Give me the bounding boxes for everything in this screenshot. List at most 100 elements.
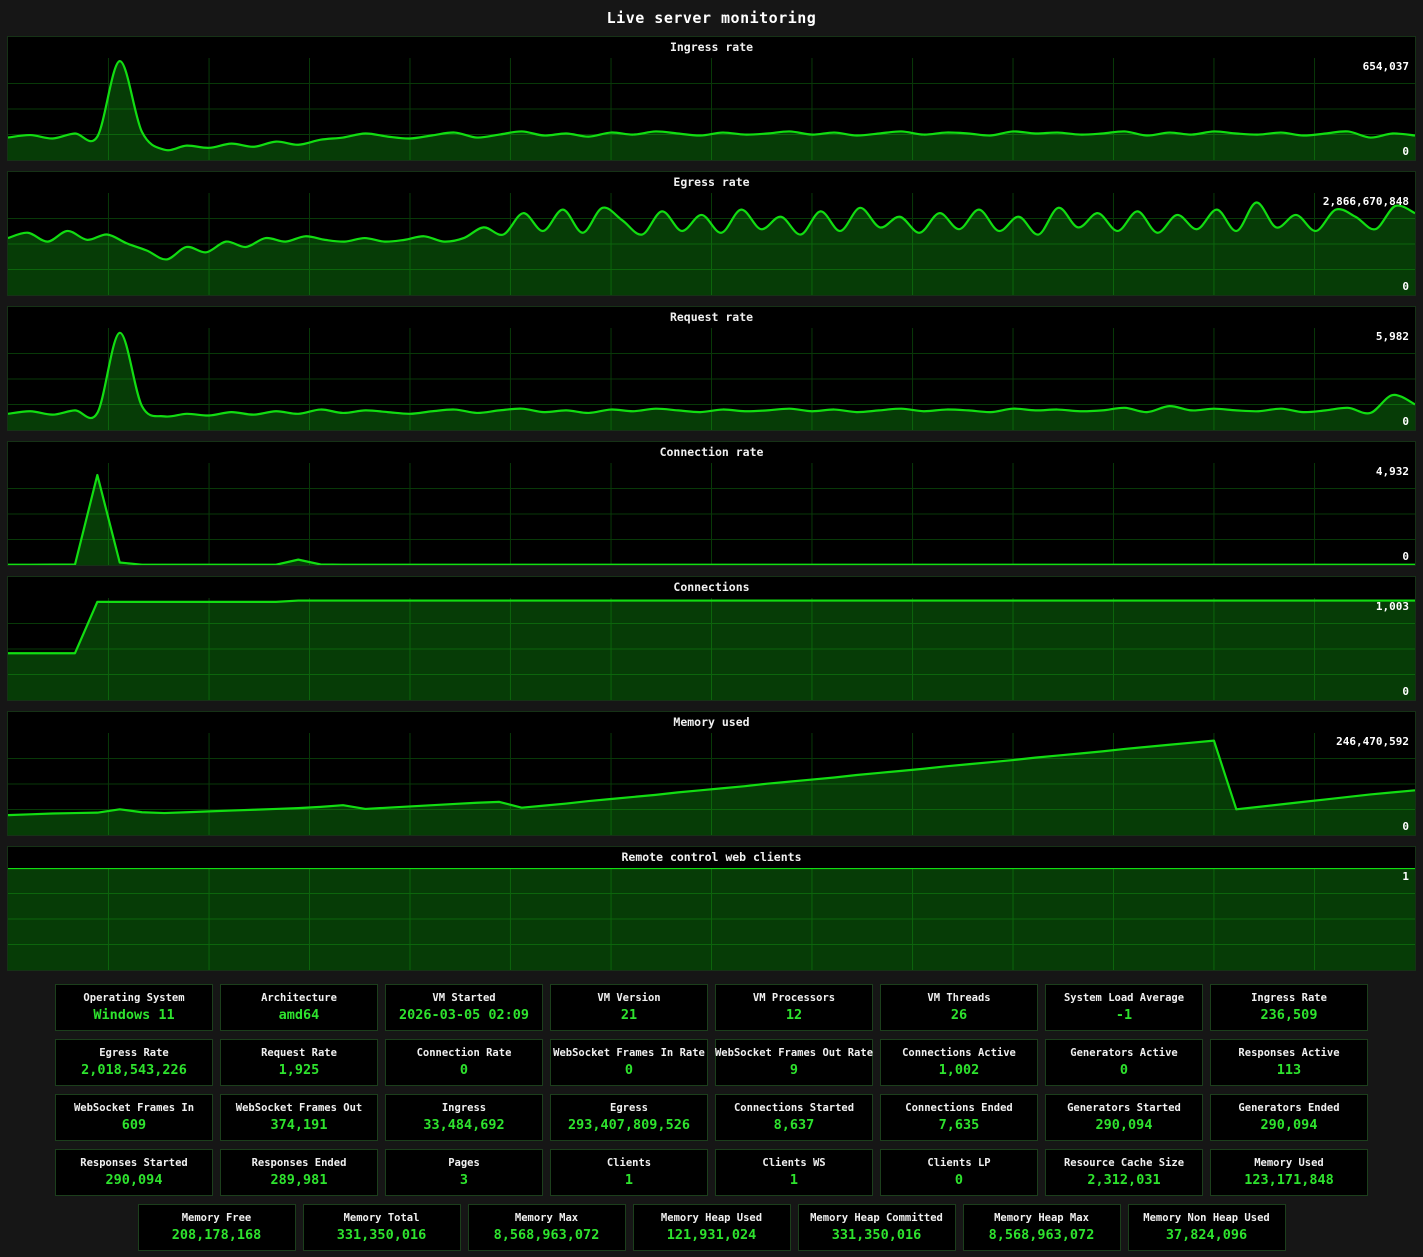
connections-chart — [8, 598, 1415, 700]
page-title: Live server monitoring — [0, 0, 1423, 36]
stat-label: WebSocket Frames In — [74, 1102, 194, 1114]
chart-title-ingress-rate: Ingress rate — [8, 37, 1415, 58]
stat-value: 8,637 — [774, 1117, 815, 1133]
stat-card-memory-heap-used: Memory Heap Used121,931,024 — [633, 1204, 791, 1251]
stat-label: Responses Started — [80, 1157, 187, 1169]
stat-label: Clients WS — [762, 1157, 825, 1169]
stat-card-connections-ended: Connections Ended7,635 — [880, 1094, 1038, 1141]
stat-card-websocket-frames-in: WebSocket Frames In 609 — [55, 1094, 213, 1141]
stat-card-memory-non-heap-used: Memory Non Heap Used37,824,096 — [1128, 1204, 1286, 1251]
stat-card-vm-version: VM Version 21 — [550, 984, 708, 1031]
chart-title-remote-control-web-clients: Remote control web clients — [8, 847, 1415, 868]
chart-panel-request-rate: Request rate 5,982 0 — [7, 306, 1416, 431]
stat-label: Responses Active — [1238, 1047, 1339, 1059]
stat-card-memory-heap-committed: Memory Heap Committed331,350,016 — [798, 1204, 956, 1251]
stat-label: WebSocket Frames In Rate — [553, 1047, 705, 1059]
stat-card-memory-free: Memory Free208,178,168 — [138, 1204, 296, 1251]
stats-row: Memory Free208,178,168 Memory Total 331,35… — [0, 1204, 1423, 1251]
stats-row: Responses Started 290,094 Responses Ended 2… — [0, 1149, 1423, 1196]
stat-label: Pages — [448, 1157, 480, 1169]
stat-label: Generators Ended — [1238, 1102, 1339, 1114]
chart-title-memory-used: Memory used — [8, 712, 1415, 733]
stat-value: 123,171,848 — [1244, 1172, 1333, 1188]
stat-value: 1,002 — [939, 1062, 980, 1078]
connections-plot: 1,003 0 — [8, 598, 1415, 700]
stat-card-pages: Pages 3 — [385, 1149, 543, 1196]
stat-value: 33,484,692 — [423, 1117, 504, 1133]
stat-card-memory-used: Memory Used123,171,848 — [1210, 1149, 1368, 1196]
stat-label: Egress Rate — [99, 1047, 169, 1059]
stat-value: 9 — [790, 1062, 798, 1078]
chart-panel-connections: Connections 1,003 0 — [7, 576, 1416, 701]
stat-value: 331,350,016 — [337, 1227, 426, 1243]
stat-value: 0 — [625, 1062, 633, 1078]
memory-used-plot: 246,470,592 0 — [8, 733, 1415, 835]
stat-card-ingress-rate: Ingress Rate 236,509 — [1210, 984, 1368, 1031]
stat-value: 113 — [1277, 1062, 1301, 1078]
stat-value: 121,931,024 — [667, 1227, 756, 1243]
request-rate-plot: 5,982 0 — [8, 328, 1415, 430]
stat-value: 1 — [790, 1172, 798, 1188]
stat-label: Memory Total — [344, 1212, 420, 1224]
connection-rate-plot: 4,932 0 — [8, 463, 1415, 565]
stat-label: Connections Started — [734, 1102, 854, 1114]
stat-label: Responses Ended — [252, 1157, 347, 1169]
stat-card-vm-started: VM Started2026-03-05 02:09 — [385, 984, 543, 1031]
stats: Operating SystemWindows 11Architectuream… — [0, 981, 1423, 1251]
chart-panel-egress-rate: Egress rate 2,866,670,848 0 — [7, 171, 1416, 296]
stat-card-clients-lp: Clients LP0 — [880, 1149, 1038, 1196]
stat-label: Generators Active — [1070, 1047, 1177, 1059]
stat-value: 290,094 — [106, 1172, 163, 1188]
stat-label: Clients LP — [927, 1157, 990, 1169]
stat-label: Clients — [607, 1157, 651, 1169]
stat-value: 3 — [460, 1172, 468, 1188]
stat-value: 236,509 — [1261, 1007, 1318, 1023]
stats-row: Egress Rate2,018,543,226Request Rate1,92… — [0, 1039, 1423, 1086]
stat-value: 21 — [621, 1007, 637, 1023]
stat-value: Windows 11 — [93, 1007, 174, 1023]
ingress-rate-plot: 654,037 0 — [8, 58, 1415, 160]
stat-card-egress: Egress 293,407,809,526 — [550, 1094, 708, 1141]
stat-card-responses-started: Responses Started 290,094 — [55, 1149, 213, 1196]
stat-card-memory-heap-max: Memory Heap Max8,568,963,072 — [963, 1204, 1121, 1251]
chart-panel-connection-rate: Connection rate 4,932 0 — [7, 441, 1416, 566]
stat-label: VM Version — [597, 992, 660, 1004]
stat-value: 2026-03-05 02:09 — [399, 1007, 529, 1023]
chart-panel-ingress-rate: Ingress rate 654,037 0 — [7, 36, 1416, 161]
stat-label: Memory Max — [515, 1212, 578, 1224]
stat-label: Operating System — [83, 992, 184, 1004]
stat-card-websocket-frames-out: WebSocket Frames Out 374,191 — [220, 1094, 378, 1141]
stat-card-vm-threads: VM Threads26 — [880, 984, 1038, 1031]
stat-label: Egress — [610, 1102, 648, 1114]
stat-label: WebSocket Frames Out — [236, 1102, 362, 1114]
egress-rate-plot: 2,866,670,848 0 — [8, 193, 1415, 295]
stat-value: 609 — [122, 1117, 146, 1133]
stat-card-connections-started: Connections Started 8,637 — [715, 1094, 873, 1141]
stat-card-responses-active: Responses Active 113 — [1210, 1039, 1368, 1086]
stat-value: 293,407,809,526 — [568, 1117, 690, 1133]
stat-card-generators-ended: Generators Ended290,094 — [1210, 1094, 1368, 1141]
stat-label: Ingress Rate — [1251, 992, 1327, 1004]
stat-card-connections-active: Connections Active 1,002 — [880, 1039, 1038, 1086]
stat-label: Memory Non Heap Used — [1143, 1212, 1269, 1224]
stat-card-resource-cache-size: Resource Cache Size2,312,031 — [1045, 1149, 1203, 1196]
stat-card-egress-rate: Egress Rate 2,018,543,226 — [55, 1039, 213, 1086]
chart-title-connections: Connections — [8, 577, 1415, 598]
egress-rate-chart — [8, 193, 1415, 295]
stat-value: 290,094 — [1096, 1117, 1153, 1133]
stat-value: 8,568,963,072 — [989, 1227, 1095, 1243]
stat-label: Connections Active — [902, 1047, 1016, 1059]
chart-title-connection-rate: Connection rate — [8, 442, 1415, 463]
chart-title-request-rate: Request rate — [8, 307, 1415, 328]
stat-value: 26 — [951, 1007, 967, 1023]
stat-card-clients-ws: Clients WS 1 — [715, 1149, 873, 1196]
stat-label: System Load Average — [1064, 992, 1184, 1004]
stat-label: Connection Rate — [417, 1047, 512, 1059]
memory-used-chart — [8, 733, 1415, 835]
stat-label: WebSocket Frames Out Rate — [715, 1047, 873, 1059]
remote-control-web-clients-chart — [8, 868, 1415, 970]
stat-card-generators-active: Generators Active0 — [1045, 1039, 1203, 1086]
stat-value: 374,191 — [271, 1117, 328, 1133]
stat-value: 2,018,543,226 — [81, 1062, 187, 1078]
stat-card-vm-processors: VM Processors12 — [715, 984, 873, 1031]
